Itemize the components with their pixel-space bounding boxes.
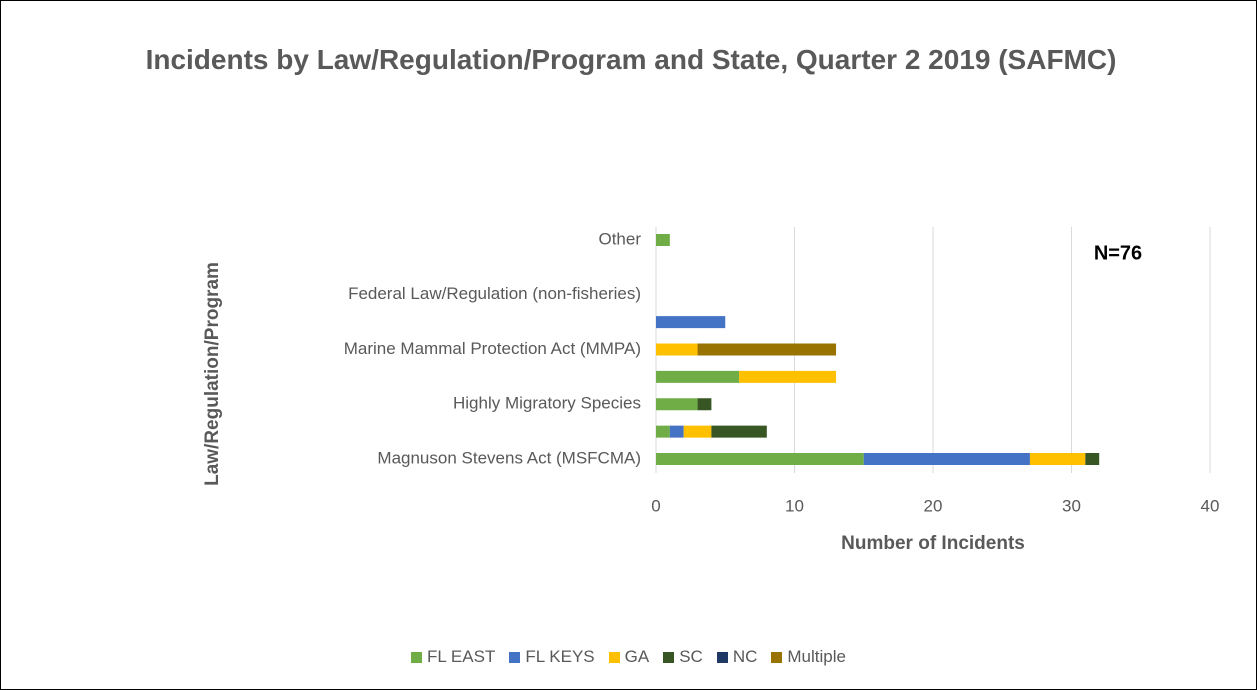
y-tick-label: Other	[598, 229, 641, 248]
legend-swatch	[509, 651, 521, 663]
legend-label: SC	[679, 647, 703, 666]
legend-item: FL KEYS	[509, 647, 595, 667]
x-tick-label: 10	[785, 496, 804, 515]
bar	[656, 398, 698, 411]
bar	[656, 234, 670, 246]
bar	[863, 453, 1030, 465]
x-tick-label: 20	[924, 496, 943, 515]
y-tick-label: Highly Migratory Species	[453, 394, 641, 413]
legend-item: GA	[608, 647, 650, 667]
bar	[656, 425, 670, 438]
bar	[656, 343, 698, 356]
legend-item: NC	[716, 647, 758, 667]
legend-swatch	[716, 651, 728, 663]
bar	[1085, 453, 1100, 465]
bar	[711, 425, 767, 438]
legend-item: Multiple	[771, 647, 846, 667]
bar	[697, 398, 712, 411]
legend-label: FL EAST	[427, 647, 496, 666]
x-tick-label: 40	[1201, 496, 1220, 515]
legend-swatch	[663, 651, 675, 663]
legend-swatch	[411, 651, 422, 663]
x-tick-label: 30	[1062, 496, 1081, 515]
annotation: N=76	[1094, 242, 1142, 264]
legend-swatch	[608, 651, 620, 663]
legend-label: FL KEYS	[525, 647, 595, 666]
y-axis-title: Law/Regulation/Program	[202, 262, 223, 486]
legend-swatch	[771, 651, 783, 663]
x-tick-label: 0	[651, 496, 660, 515]
bar	[669, 425, 684, 438]
bar	[656, 316, 726, 329]
bar	[656, 370, 740, 383]
bar	[1029, 453, 1086, 465]
y-tick-label: Magnuson Stevens Act (MSFCMA)	[377, 448, 641, 467]
chart-title: Incidents by Law/Regulation/Program and …	[145, 44, 1117, 75]
bar	[656, 453, 864, 465]
x-axis-title: Number of Incidents	[841, 533, 1025, 554]
legend: FL EAST FL KEYS GA SC NC Multiple	[1, 647, 1256, 667]
bar	[683, 425, 712, 438]
y-tick-label: Marine Mammal Protection Act (MMPA)	[344, 339, 641, 358]
y-tick-label: Federal Law/Regulation (non-fisheries)	[348, 284, 641, 303]
legend-item: FL EAST	[411, 647, 495, 667]
legend-label: NC	[732, 647, 758, 666]
legend-label: Multiple	[787, 647, 846, 666]
bar	[739, 370, 837, 383]
legend-item: SC	[663, 647, 703, 667]
bar	[697, 343, 837, 356]
legend-label: GA	[624, 647, 650, 666]
